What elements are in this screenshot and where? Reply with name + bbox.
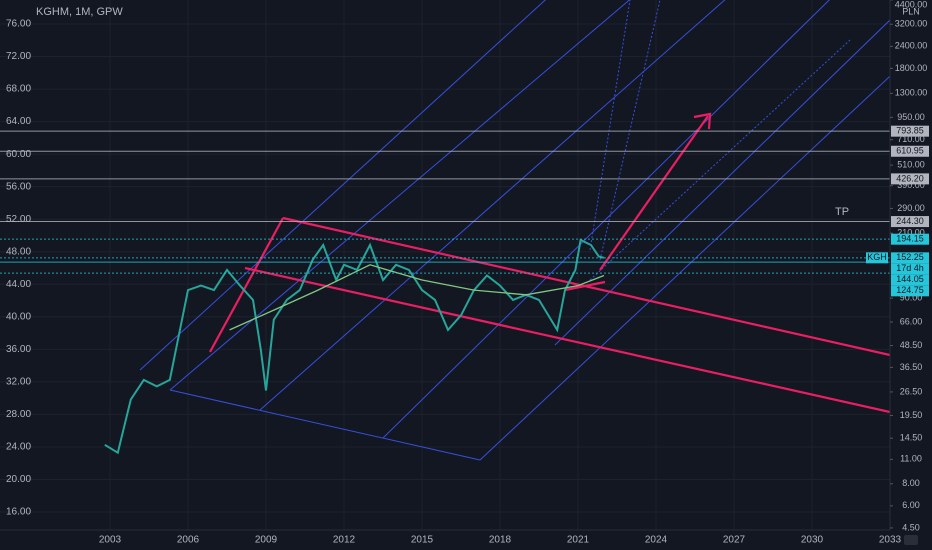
y2-tick-label: 40.00 xyxy=(6,311,31,322)
countdown-box xyxy=(891,263,929,275)
price-label: 194.15 xyxy=(896,234,924,244)
y-tick-label: 19.50 xyxy=(900,410,923,420)
countdown-label: 17d 4h xyxy=(896,263,924,273)
fork-line xyxy=(554,19,891,346)
price-label: 152.25 xyxy=(896,252,924,262)
price-box xyxy=(891,125,929,137)
fork-line xyxy=(599,0,661,261)
y2-tick-label: 48.00 xyxy=(6,246,31,257)
price-box xyxy=(891,145,929,157)
y-tick-label: 26.50 xyxy=(900,386,923,396)
symbol-box xyxy=(866,252,888,264)
y-tick-label: 66.00 xyxy=(900,316,923,326)
tradingview-logo xyxy=(904,535,918,545)
y2-tick-label: 52.00 xyxy=(6,214,31,225)
x-tick-label: 2021 xyxy=(567,535,590,546)
price-label: 124.75 xyxy=(896,285,924,295)
symbol-label: KGH xyxy=(867,252,887,262)
bottom-axis-bg xyxy=(0,530,932,550)
currency-label: PLN xyxy=(902,6,920,16)
y-tick-label: 4.50 xyxy=(902,522,920,532)
impulse-line xyxy=(209,217,284,353)
y-tick-label: 510.00 xyxy=(897,159,925,169)
y-tick-label: 710.00 xyxy=(897,134,925,144)
y2-tick-label: 32.00 xyxy=(6,377,31,388)
y2-tick-label: 24.00 xyxy=(6,442,31,453)
y-tick-label: 36.50 xyxy=(900,362,923,372)
y2-tick-label: 60.00 xyxy=(6,149,31,160)
y2-tick-label: 16.00 xyxy=(6,507,31,518)
y-tick-label: 1800.00 xyxy=(895,63,928,73)
y-tick-label: 4400.00 xyxy=(895,0,928,9)
y-tick-label: 48.50 xyxy=(900,340,923,350)
fork-line xyxy=(382,0,830,439)
channel-lower xyxy=(244,266,891,414)
arrow-head xyxy=(693,112,712,130)
y2-tick-label: 44.00 xyxy=(6,279,31,290)
price-box xyxy=(891,173,929,185)
x-tick-label: 2030 xyxy=(801,535,824,546)
target-arrow xyxy=(599,115,709,271)
breakout-line xyxy=(564,280,606,292)
price-box xyxy=(891,274,929,286)
price-label: 793.85 xyxy=(896,126,924,136)
logo xyxy=(904,535,918,545)
x-tick-label: 2015 xyxy=(411,535,434,546)
chart-title: KGHM, 1M, GPW xyxy=(36,6,123,18)
tp-annotation: TP xyxy=(835,206,849,218)
y2-tick-label: 76.00 xyxy=(6,19,31,30)
y-tick-label: 1300.00 xyxy=(895,88,928,98)
x-tick-label: 2003 xyxy=(99,535,122,546)
x-tick-label: 2024 xyxy=(645,535,668,546)
fork-line xyxy=(169,0,631,391)
y2-tick-label: 68.00 xyxy=(6,84,31,95)
y-tick-label: 90.00 xyxy=(900,293,923,303)
price-box xyxy=(891,285,929,297)
x-tick-label: 2009 xyxy=(255,535,278,546)
x-tick-label: 2012 xyxy=(333,535,356,546)
fork-line xyxy=(259,0,726,411)
fork-line xyxy=(139,0,546,371)
plot-area: TP xyxy=(0,0,932,530)
pitchfork xyxy=(139,0,932,461)
y2-tick-label: 56.00 xyxy=(6,181,31,192)
y-tick-label: 2400.00 xyxy=(895,41,928,51)
price-line xyxy=(229,264,605,331)
y-tick-label: 11.00 xyxy=(900,454,922,464)
fork-base xyxy=(169,389,481,461)
y2-tick-label: 28.00 xyxy=(6,409,31,420)
y2-tick-label: 20.00 xyxy=(6,474,31,485)
y-tick-label: 3200.00 xyxy=(895,19,928,29)
price-label: 610.95 xyxy=(896,146,924,156)
fork-line xyxy=(479,36,932,461)
price-line xyxy=(104,238,605,455)
y-tick-label: 210.00 xyxy=(897,228,925,238)
price-label: 426.20 xyxy=(896,173,924,183)
fork-line xyxy=(589,39,851,281)
x-tick-label: 2027 xyxy=(723,535,746,546)
y2-tick-label: 64.00 xyxy=(6,116,31,127)
price-box xyxy=(891,252,929,264)
y-tick-label: 6.00 xyxy=(902,500,920,510)
x-tick-label: 2018 xyxy=(489,535,512,546)
x-tick-label: 2033 xyxy=(879,535,902,546)
y-tick-label: 390.00 xyxy=(897,180,925,190)
price-label: 244.30 xyxy=(896,216,924,226)
price-box xyxy=(891,233,929,245)
y-tick-label: 950.00 xyxy=(897,112,925,122)
y-tick-label: 290.00 xyxy=(897,203,925,213)
price-label: 144.05 xyxy=(896,274,924,284)
price-box xyxy=(891,216,929,228)
y2-tick-label: 36.00 xyxy=(6,344,31,355)
y-tick-label: 8.00 xyxy=(902,478,920,488)
y2-tick-label: 72.00 xyxy=(6,51,31,62)
y-tick-label: 14.50 xyxy=(900,433,923,443)
channel xyxy=(209,112,891,414)
x-tick-label: 2006 xyxy=(177,535,200,546)
